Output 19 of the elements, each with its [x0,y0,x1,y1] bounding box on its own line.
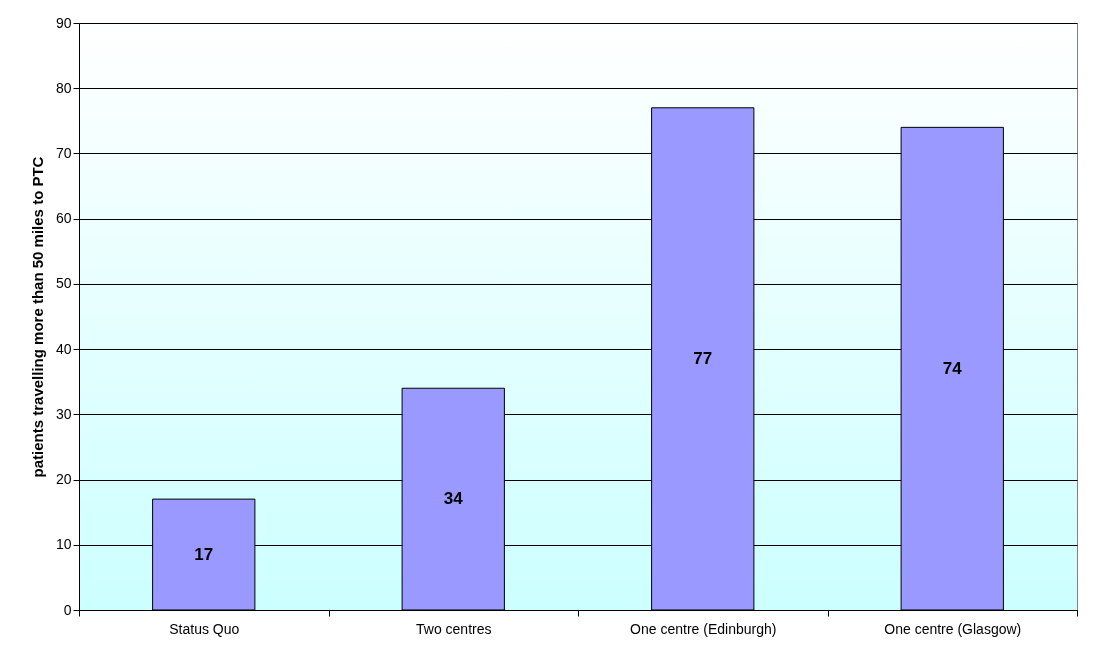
y-tick-label: 20 [55,471,72,488]
y-axis-title: patients travelling more than 50 miles to PTC [28,156,46,478]
data-label: 34 [443,489,464,509]
y-tick-label: 90 [55,14,72,31]
x-tick-label: One centre (Glasgow) [884,620,1022,637]
x-tick-label: Status Quo [169,620,240,637]
y-tick-label: 80 [55,79,72,96]
y-tick-label: 40 [55,340,72,357]
y-tick-label: 70 [55,144,72,161]
y-tick-label: 10 [55,536,72,553]
y-tick-label: 0 [63,601,72,618]
data-label: 77 [693,348,713,368]
y-tick-label: 60 [55,210,72,227]
data-label: 74 [942,358,963,378]
data-label: 17 [194,544,214,564]
y-tick-label: 30 [55,405,72,422]
y-tick-label: 50 [55,275,72,292]
x-tick-label: Two centres [416,620,492,637]
x-tick-label: One centre (Edinburgh) [630,620,777,637]
